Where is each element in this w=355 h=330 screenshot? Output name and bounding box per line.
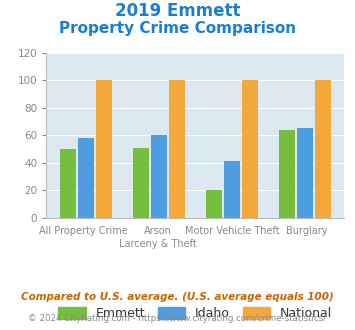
Bar bbox=[151, 135, 167, 218]
Text: All Property Crime: All Property Crime bbox=[39, 226, 128, 236]
Bar bbox=[78, 138, 94, 218]
Legend: Emmett, Idaho, National: Emmett, Idaho, National bbox=[58, 307, 332, 320]
Text: Compared to U.S. average. (U.S. average equals 100): Compared to U.S. average. (U.S. average … bbox=[21, 292, 334, 302]
Bar bbox=[133, 148, 149, 218]
Text: Burglary: Burglary bbox=[286, 226, 328, 236]
Bar bbox=[242, 80, 258, 218]
Bar bbox=[224, 161, 240, 218]
Text: © 2024 CityRating.com - https://www.cityrating.com/crime-statistics/: © 2024 CityRating.com - https://www.city… bbox=[28, 314, 327, 323]
Bar bbox=[297, 128, 313, 218]
Bar bbox=[279, 130, 295, 218]
Bar bbox=[315, 80, 331, 218]
Text: Larceny & Theft: Larceny & Theft bbox=[119, 239, 197, 249]
Text: Motor Vehicle Theft: Motor Vehicle Theft bbox=[185, 226, 280, 236]
Text: Property Crime Comparison: Property Crime Comparison bbox=[59, 21, 296, 36]
Text: Arson: Arson bbox=[144, 226, 172, 236]
Bar bbox=[95, 80, 111, 218]
Bar bbox=[60, 149, 76, 218]
Bar bbox=[169, 80, 185, 218]
Bar bbox=[206, 190, 222, 218]
Text: 2019 Emmett: 2019 Emmett bbox=[115, 2, 240, 20]
